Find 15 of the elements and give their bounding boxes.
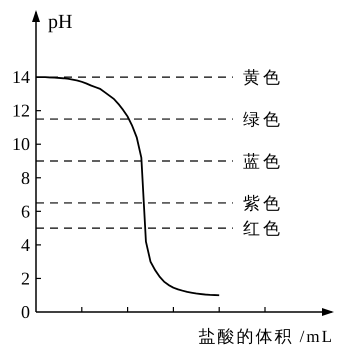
ref-line-label: 绿色 bbox=[242, 110, 283, 130]
x-axis-title: 盐酸的体积 /mL bbox=[198, 327, 334, 346]
y-tick-label: 4 bbox=[21, 234, 30, 255]
y-tick-label: 12 bbox=[12, 100, 30, 121]
y-tick-label: 6 bbox=[21, 201, 30, 222]
ref-line-label: 紫色 bbox=[242, 194, 283, 213]
ref-line-label: 红色 bbox=[242, 219, 283, 238]
ref-line-label: 黄色 bbox=[242, 68, 283, 88]
y-tick-label: 2 bbox=[21, 268, 30, 288]
y-tick-label: 8 bbox=[21, 168, 30, 188]
y-tick-label: 10 bbox=[12, 134, 30, 154]
y-tick-label: 14 bbox=[12, 67, 30, 88]
ref-line-label: 蓝色 bbox=[242, 152, 283, 171]
y-tick-label: 0 bbox=[21, 302, 30, 322]
y-axis-title: pH bbox=[48, 11, 72, 33]
